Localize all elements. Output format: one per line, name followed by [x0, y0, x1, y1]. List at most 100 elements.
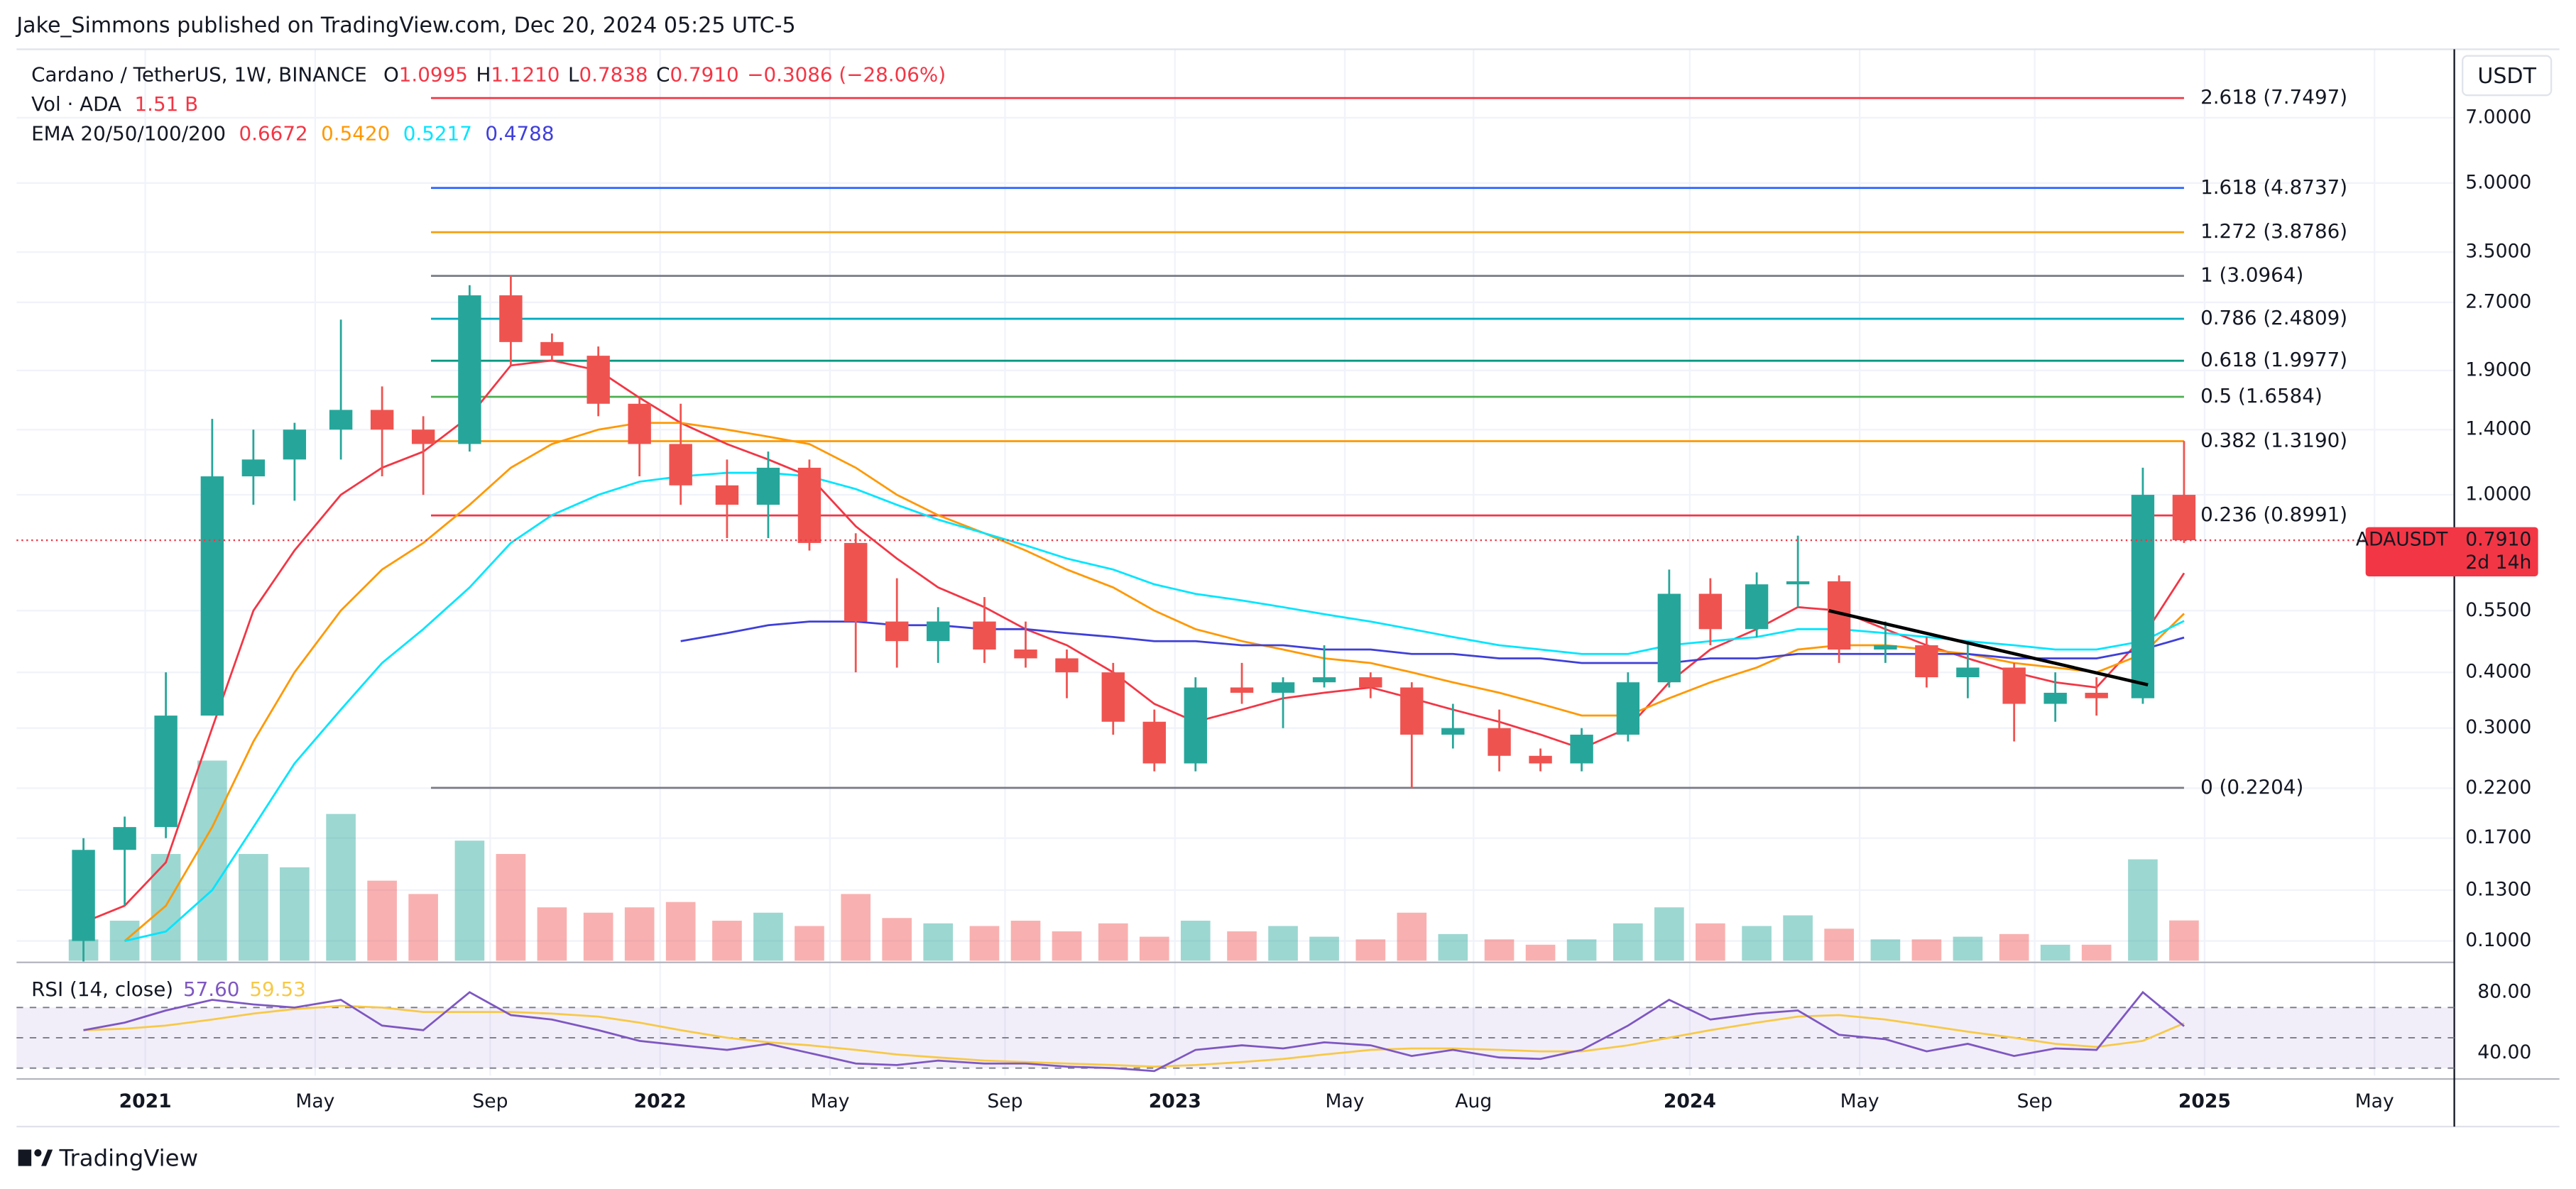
symbol: Cardano / TetherUS, 1W, BINANCE	[31, 62, 367, 86]
volume-bar	[239, 854, 268, 961]
fib-label: 1 (3.0964)	[2200, 263, 2303, 287]
volume-bar	[1098, 923, 1128, 961]
volume-bar	[1227, 931, 1257, 961]
currency-label: USDT	[2477, 64, 2536, 89]
legend-rsi: RSI (14, close) 57.60 59.53	[31, 977, 306, 1001]
fib-label: 0.5 (1.6584)	[2200, 384, 2323, 407]
y-tick-label: 0.1700	[2465, 826, 2531, 848]
fib-label: 1.618 (4.8737)	[2200, 175, 2347, 199]
y-tick-label: 0.5500	[2465, 599, 2531, 621]
volume-bar	[2169, 920, 2199, 961]
ohlc-key: L	[568, 62, 579, 86]
volume-bar	[408, 894, 438, 961]
fib-label: 0.236 (0.8991)	[2200, 503, 2347, 526]
ema-value: 0.5420	[321, 122, 390, 146]
candle-body	[1956, 667, 1980, 678]
candle-body	[72, 850, 95, 941]
x-tick-label: May	[810, 1090, 849, 1112]
candle-body	[499, 295, 523, 342]
x-tick-label: 2021	[119, 1090, 172, 1112]
candle-body	[283, 429, 307, 460]
volume-bar	[1742, 926, 1772, 961]
y-tick-label: 0.1300	[2465, 878, 2531, 900]
volume-bar	[624, 907, 655, 961]
candle-body	[1184, 687, 1207, 764]
currency-box	[2462, 55, 2553, 97]
volume-bar	[1613, 923, 1643, 961]
volume-bar	[537, 907, 567, 961]
y-tick-label: 3.5000	[2465, 241, 2531, 263]
candle-body	[370, 410, 394, 430]
volume-bar	[1783, 915, 1813, 961]
legend-main: Cardano / TetherUS, 1W, BINANCE O1.0995 H1…	[31, 62, 946, 86]
volume-label: Vol · ADA	[31, 92, 121, 116]
candle-body	[973, 621, 996, 650]
last-price-symbol: ADAUSDT	[2356, 529, 2448, 551]
volume-bar	[1654, 907, 1684, 961]
volume-bar	[712, 921, 742, 961]
volume-bar	[1525, 944, 1556, 961]
rsi-label: RSI (14, close)	[31, 977, 173, 1001]
volume-value: 1.51 B	[134, 92, 198, 116]
candle-body	[1570, 734, 1593, 764]
volume-bar	[197, 760, 227, 961]
y-tick-label: 0.1000	[2465, 929, 2531, 951]
rsi-line	[83, 990, 2185, 1073]
volume-bar	[1484, 939, 1515, 961]
y-tick-label: 0.4000	[2465, 661, 2531, 683]
volume-bar	[1999, 933, 2029, 961]
volume-bar	[753, 912, 783, 961]
legend-ema: EMA 20/50/100/200 0.6672 0.5420 0.5217 0.478…	[31, 122, 554, 146]
x-tick-label: May	[1840, 1090, 1879, 1112]
rsi-ma-line	[83, 1004, 2185, 1068]
candle-body	[2172, 495, 2196, 541]
volume-bar	[1566, 939, 1597, 961]
candle-body	[1400, 687, 1424, 735]
volume-bar	[2128, 859, 2158, 961]
candle-body	[329, 410, 353, 430]
candle-body	[1915, 645, 1938, 678]
volume-bar	[841, 894, 871, 961]
candle-body	[1271, 682, 1295, 693]
candle-body	[715, 485, 739, 505]
fib-label: 1.272 (3.8786)	[2200, 219, 2347, 243]
candle-body	[411, 429, 435, 444]
candle-body	[797, 467, 822, 543]
x-tick-label: Sep	[2017, 1090, 2053, 1112]
candle-body	[1488, 728, 1511, 756]
ohlc-key: O	[383, 62, 399, 86]
candle-body	[113, 827, 136, 850]
volume-bar	[969, 926, 1000, 961]
volume-bar	[496, 854, 526, 961]
brand: TradingView	[58, 1144, 198, 1171]
candle-body	[1312, 677, 1336, 683]
x-tick-label: Sep	[472, 1090, 508, 1112]
legend-volume: Vol · ADA 1.51 B	[31, 92, 198, 116]
candle-body	[1230, 687, 1254, 693]
volume-bar	[1438, 933, 1468, 961]
candle-body	[1529, 755, 1552, 764]
volume-bar	[454, 840, 485, 961]
volume-bar	[1870, 939, 1901, 961]
logo-mark	[18, 1149, 32, 1166]
candle-body	[1657, 593, 1681, 683]
x-tick-label: May	[1326, 1090, 1365, 1112]
countdown: 2d 14h	[2465, 552, 2531, 574]
y-tick-label: 0.3000	[2465, 716, 2531, 738]
x-tick-label: 2022	[634, 1090, 687, 1112]
fib-label: 0.618 (1.9977)	[2200, 348, 2347, 371]
logo	[18, 1149, 53, 1166]
candle-body	[1874, 645, 1897, 650]
change: −0.3086 (−28.06%)	[747, 62, 946, 86]
x-tick-label: 2023	[1149, 1090, 1201, 1112]
candle-body	[1441, 728, 1465, 735]
volume-bar	[1355, 939, 1386, 961]
candle-body	[2085, 692, 2108, 698]
candle-body	[1014, 650, 1037, 659]
candle-body	[885, 621, 909, 642]
ema-value: 0.6672	[239, 122, 308, 146]
candle-body	[200, 476, 224, 716]
candle-body	[628, 403, 651, 444]
